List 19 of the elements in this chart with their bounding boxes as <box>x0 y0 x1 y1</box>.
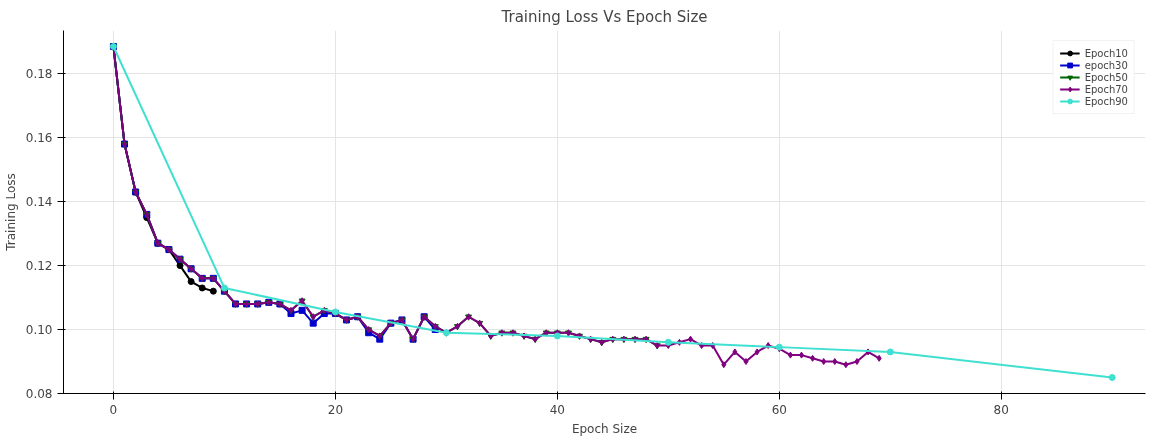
legend-label: Epoch50 <box>1084 71 1128 83</box>
chart-title: Training Loss Vs Epoch Size <box>500 7 708 26</box>
legend-label: Epoch90 <box>1084 95 1128 107</box>
x-tick-label: 40 <box>549 402 565 417</box>
x-tick-label: 60 <box>771 402 787 417</box>
legend-label: Epoch70 <box>1084 83 1128 95</box>
x-axis-title: Epoch Size <box>571 421 638 436</box>
y-tick-label: 0.18 <box>25 67 53 82</box>
legend-label: epoch30 <box>1084 59 1128 71</box>
x-tick-label: 0 <box>109 402 118 417</box>
y-tick-label: 0.16 <box>25 131 53 146</box>
y-tick-label: 0.08 <box>25 387 53 401</box>
legend-label: Epoch10 <box>1084 47 1128 59</box>
x-tick-label: 80 <box>993 402 1009 417</box>
x-tick-label: 20 <box>327 402 344 417</box>
y-tick-label: 0.12 <box>25 259 53 274</box>
y-tick-label: 0.10 <box>25 323 53 338</box>
y-axis-title: Training Loss <box>3 173 18 252</box>
y-tick-label: 0.14 <box>25 195 53 210</box>
